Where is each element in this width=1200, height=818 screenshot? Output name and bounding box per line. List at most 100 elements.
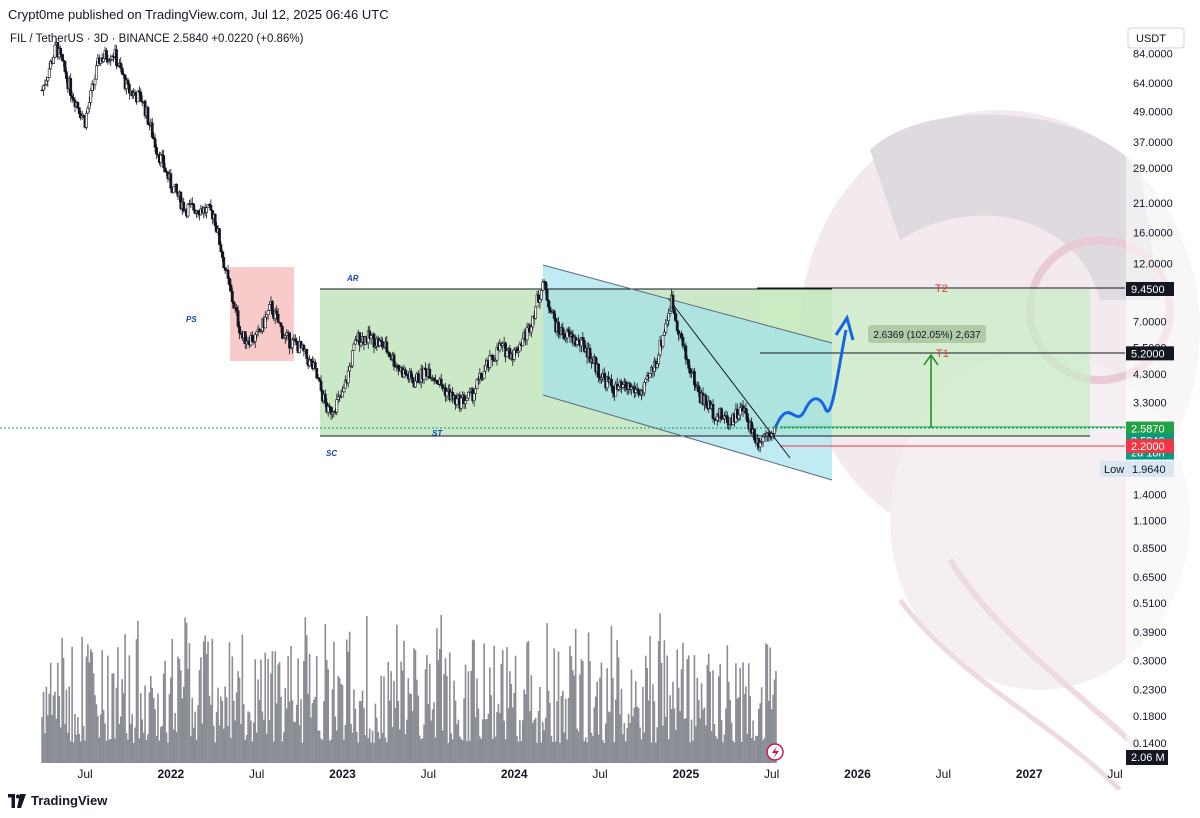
price-badge-bg: [1126, 346, 1174, 361]
candle: [291, 339, 294, 349]
volume-bar: [74, 714, 76, 763]
volume-bar: [393, 680, 395, 763]
volume-bar: [509, 671, 511, 763]
volume-bar: [300, 699, 302, 763]
candle: [674, 313, 678, 322]
volume-bar: [685, 718, 687, 763]
candle: [87, 102, 91, 109]
volume-bar: [125, 733, 128, 763]
volume-bar: [520, 741, 523, 763]
volume-bar: [168, 694, 171, 763]
volume-bar: [150, 675, 152, 763]
candle: [637, 389, 641, 395]
time-axis-label: 2025: [672, 767, 699, 781]
volume-bar: [733, 742, 736, 763]
candle: [610, 378, 613, 387]
candle: [667, 313, 671, 322]
volume-bar: [430, 720, 432, 763]
volume-bar: [380, 675, 382, 763]
volume-bar: [456, 724, 458, 763]
volume-bar: [599, 677, 601, 763]
volume-bar: [378, 738, 381, 763]
volume-bar: [337, 675, 340, 763]
candle: [206, 204, 210, 209]
candle: [738, 407, 742, 416]
volume-bar: [466, 741, 468, 763]
candle: [758, 442, 762, 448]
volume-bar: [318, 730, 321, 763]
candle: [538, 299, 542, 303]
volume-bar: [301, 742, 304, 763]
volume-bar: [507, 708, 510, 763]
volume-bar: [760, 687, 763, 763]
volume-bar: [248, 712, 251, 763]
volume-bar: [212, 725, 215, 763]
candle: [459, 397, 463, 409]
candle: [491, 354, 495, 361]
candle: [346, 370, 350, 384]
volume-bar: [557, 651, 560, 763]
candle: [455, 398, 459, 405]
volume-bar: [742, 662, 744, 763]
volume-bar: [547, 690, 550, 763]
volume-bar: [619, 714, 621, 763]
volume-bar: [253, 722, 255, 763]
volume-bar: [687, 655, 690, 763]
candle: [238, 326, 241, 334]
volume-bar: [188, 643, 191, 763]
candle: [328, 405, 332, 408]
volume-bar: [487, 713, 490, 763]
volume-bar: [562, 690, 564, 763]
candle: [172, 186, 176, 194]
volume-bar: [41, 717, 43, 763]
candle: [276, 313, 280, 323]
price-scale[interactable]: USDT 84.0000 64.0000 49.0000 37.0000 29.0000…: [1100, 22, 1200, 767]
price-chart[interactable]: 2.6369 (102.05%) 2,637 PS AR SC ST T2 T1…: [0, 0, 1200, 790]
volume-bar: [642, 686, 644, 763]
volume-bar: [78, 733, 81, 763]
volume-bar: [667, 739, 670, 763]
volume-bar: [51, 714, 53, 763]
measure-label-box: [868, 325, 986, 343]
volume-bar: [464, 664, 467, 763]
channel-upper: [542, 264, 833, 344]
candle: [42, 85, 45, 91]
volume-bar: [298, 725, 301, 763]
volume-bar: [77, 717, 79, 763]
volume-bar: [463, 698, 465, 763]
time-axis[interactable]: Jul 2022 Jul 2023 Jul 2024 Jul 2025 Jul 2026 Jul 20…: [77, 767, 1122, 781]
volume-bar: [633, 707, 636, 763]
volume-bar: [490, 695, 493, 763]
volume-bar: [391, 727, 394, 763]
volume-bar: [662, 725, 664, 763]
volume-bar: [108, 739, 111, 763]
volume-bar: [474, 717, 477, 763]
volume-bar: [347, 651, 350, 763]
volume-bar: [448, 652, 451, 763]
volume-bar: [71, 646, 73, 763]
volume-bar: [587, 632, 590, 763]
brand[interactable]: TradingView: [8, 793, 107, 808]
volume-bar: [543, 730, 546, 763]
volume-bar: [727, 681, 730, 763]
volume-bar: [404, 734, 407, 763]
volume-bar: [636, 706, 638, 763]
volume-bar: [313, 699, 315, 763]
volume-bar: [101, 650, 103, 763]
volume-bar: [433, 702, 435, 763]
candle: [687, 359, 691, 369]
volume-bar: [97, 715, 99, 763]
volume-bar: [284, 688, 287, 763]
price-tick: 7.0000: [1133, 316, 1167, 328]
volume-bar: [479, 736, 481, 763]
price-badge: 9.4500: [1131, 284, 1165, 296]
volume-bar: [327, 669, 329, 763]
volume-bar: [689, 742, 691, 763]
volume-bar: [92, 673, 95, 763]
candle: [235, 307, 239, 311]
time-axis-label: Jul: [1107, 767, 1122, 781]
lightning-icon[interactable]: [766, 743, 784, 761]
label-t2: T2: [935, 283, 948, 295]
volume-bar: [99, 714, 102, 763]
volume-bar: [504, 739, 507, 763]
